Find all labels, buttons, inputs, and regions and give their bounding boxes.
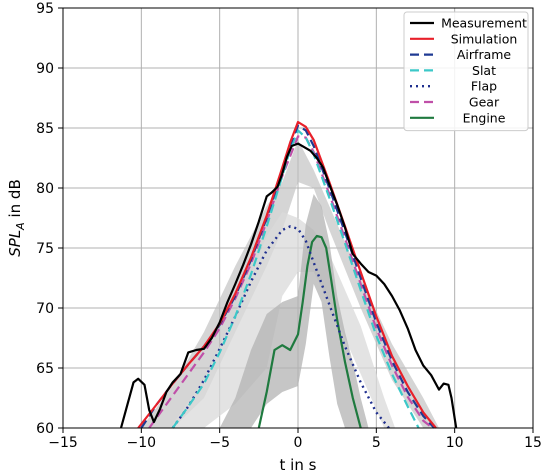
legend-label-slat: Slat bbox=[472, 63, 496, 78]
y-axis-label-main: SPL bbox=[6, 230, 24, 257]
legend-label-engine: Engine bbox=[463, 110, 506, 125]
y-tick-label: 65 bbox=[36, 361, 54, 377]
series-line-slat bbox=[171, 129, 420, 429]
y-tick-label: 95 bbox=[36, 1, 54, 17]
x-tick-label: −5 bbox=[209, 435, 230, 451]
uncertainty-band-2 bbox=[169, 212, 396, 428]
series-line-measurement bbox=[119, 142, 458, 429]
y-tick-label: 90 bbox=[36, 61, 54, 77]
x-tick-label: 5 bbox=[372, 435, 381, 451]
x-tick-label: 0 bbox=[294, 435, 303, 451]
series-line-gear bbox=[148, 135, 434, 429]
y-axis-label-subscript: A bbox=[14, 222, 27, 231]
series-line-simulation bbox=[137, 120, 437, 429]
x-tick-label: 10 bbox=[446, 435, 464, 451]
y-tick-label: 60 bbox=[36, 421, 54, 437]
legend-label-airframe: Airframe bbox=[457, 47, 512, 62]
y-axis-label: SPLA in dB bbox=[6, 179, 27, 257]
legend-label-simulation: Simulation bbox=[451, 31, 518, 46]
x-axis-label: t in s bbox=[280, 456, 317, 474]
uncertainty-band-3 bbox=[219, 194, 369, 428]
legend-label-flap: Flap bbox=[471, 79, 497, 94]
x-tick-label: −10 bbox=[127, 435, 157, 451]
y-tick-label: 70 bbox=[36, 301, 54, 317]
x-tick-label: 15 bbox=[524, 435, 542, 451]
series-lines bbox=[119, 120, 458, 429]
y-axis-label-suffix: in dB bbox=[6, 179, 24, 222]
legend-box bbox=[403, 11, 529, 132]
axis-ticks: −15 −10 −5 0 5 10 15 60 65 70 75 80 85 90 95 bbox=[36, 1, 542, 451]
series-line-flap bbox=[171, 225, 390, 429]
y-tick-label: 85 bbox=[36, 121, 54, 137]
x-tick-label: −15 bbox=[48, 435, 78, 451]
series-line-engine bbox=[257, 234, 362, 429]
y-tick-label: 75 bbox=[36, 241, 54, 257]
legend-label-measurement: Measurement bbox=[441, 16, 527, 31]
legend: MeasurementSimulationAirframeSlatFlapGea… bbox=[403, 11, 529, 132]
legend-label-gear: Gear bbox=[469, 95, 500, 110]
y-tick-label: 80 bbox=[36, 181, 54, 197]
